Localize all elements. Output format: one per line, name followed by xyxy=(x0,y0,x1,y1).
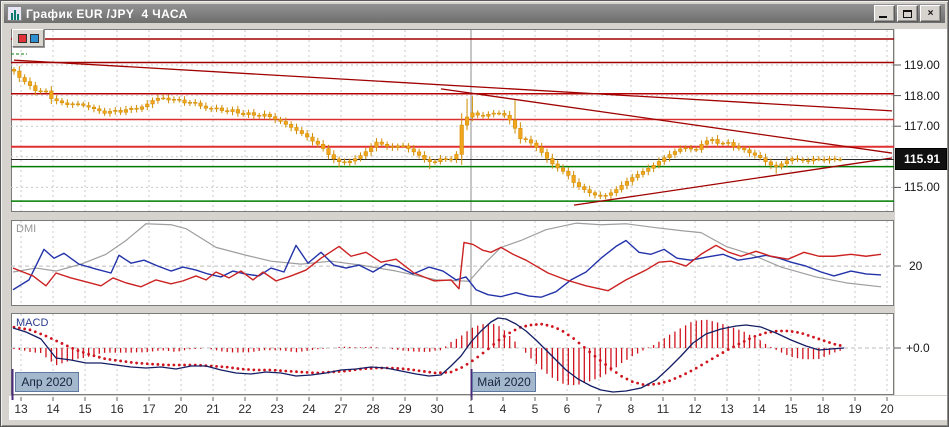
date-axis-label: 11 xyxy=(656,402,670,416)
close-button[interactable]: × xyxy=(920,5,941,22)
date-axis-label: 13 xyxy=(720,402,734,416)
red-square-button[interactable] xyxy=(17,33,27,43)
price-axis-label: 117.00 xyxy=(904,119,940,134)
price-axis xyxy=(895,29,947,395)
dmi-label: DMI xyxy=(16,223,37,235)
window-title: График EUR /JPY 4 ЧАСА xyxy=(26,6,188,21)
date-axis-label: 16 xyxy=(110,402,124,416)
minimize-icon xyxy=(879,16,887,18)
title-bar[interactable]: График EUR /JPY 4 ЧАСА × xyxy=(4,4,945,23)
month-label: Май 2020 xyxy=(472,372,536,392)
date-axis-label: 20 xyxy=(880,402,894,416)
date-axis-label: 15 xyxy=(78,402,92,416)
month-label: Апр 2020 xyxy=(15,372,79,392)
dmi-level-label: 20 xyxy=(909,259,923,273)
macd-zero-label: +0.0 xyxy=(906,341,930,355)
date-axis-label: 21 xyxy=(206,402,220,416)
date-axis-label: 19 xyxy=(848,402,862,416)
date-axis-label: 28 xyxy=(366,402,380,416)
price-axis-label: 115.00 xyxy=(904,180,940,195)
macd-indicator-panel[interactable] xyxy=(11,313,894,395)
price-chart-panel[interactable] xyxy=(11,29,894,212)
date-axis-label: 30 xyxy=(430,402,444,416)
price-axis-label: 118.00 xyxy=(904,88,940,103)
window-controls: × xyxy=(874,5,943,22)
maximize-button[interactable] xyxy=(897,5,918,22)
date-axis-label: 18 xyxy=(816,402,830,416)
date-axis-label: 1 xyxy=(467,402,475,416)
date-axis-label: 4 xyxy=(499,402,507,416)
date-axis-label: 17 xyxy=(142,402,156,416)
close-icon: × xyxy=(927,8,934,19)
chart-mini-toolbar xyxy=(12,29,44,47)
current-price-badge: 115.91 xyxy=(895,148,948,170)
dmi-indicator-panel[interactable] xyxy=(11,220,894,306)
candlestick-chart-icon[interactable] xyxy=(7,6,22,21)
date-axis-label: 24 xyxy=(302,402,316,416)
date-axis-label: 5 xyxy=(531,402,539,416)
date-axis-label: 29 xyxy=(398,402,412,416)
blue-square-button[interactable] xyxy=(29,33,39,43)
date-axis-label: 6 xyxy=(563,402,571,416)
date-axis-label: 7 xyxy=(595,402,603,416)
date-axis-label: 27 xyxy=(334,402,348,416)
price-axis-label: 119.00 xyxy=(904,58,940,72)
date-axis-label: 22 xyxy=(238,402,252,416)
date-axis-label: 8 xyxy=(627,402,635,416)
date-axis-label: 14 xyxy=(752,402,766,416)
date-axis-label: 14 xyxy=(46,402,60,416)
date-axis-label: 13 xyxy=(14,402,28,416)
minimize-button[interactable] xyxy=(874,5,895,22)
date-axis-label: 12 xyxy=(688,402,702,416)
date-axis-label: 15 xyxy=(784,402,798,416)
macd-label: MACD xyxy=(16,317,49,329)
date-axis-label: 20 xyxy=(174,402,188,416)
date-axis-label: 23 xyxy=(270,402,284,416)
maximize-icon xyxy=(903,9,912,18)
